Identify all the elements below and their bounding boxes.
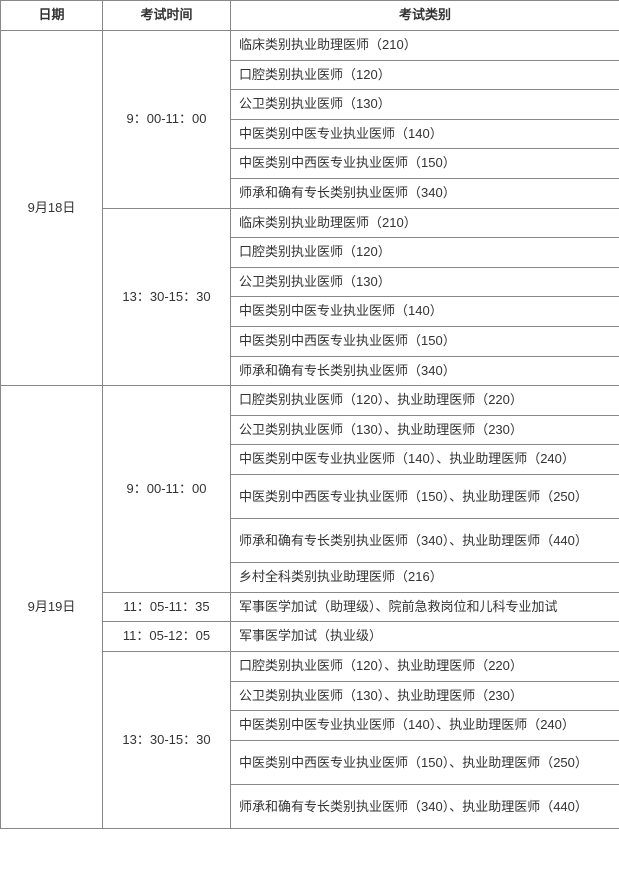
category-cell: 公卫类别执业医师（130）、执业助理医师（230）: [231, 681, 619, 711]
table-header-row: 日期 考试时间 考试类别: [1, 1, 619, 31]
category-cell: 中医类别中医专业执业医师（140）: [231, 119, 619, 149]
category-cell: 中医类别中医专业执业医师（140）、执业助理医师（240）: [231, 445, 619, 475]
table-row: 9月18日 9：00-11：00 临床类别执业助理医师（210）: [1, 31, 619, 61]
category-cell: 中医类别中西医专业执业医师（150）、执业助理医师（250）: [231, 474, 619, 518]
category-cell: 中医类别中西医专业执业医师（150）、执业助理医师（250）: [231, 740, 619, 784]
category-cell: 口腔类别执业医师（120）、执业助理医师（220）: [231, 386, 619, 416]
category-cell: 军事医学加试（助理级）、院前急救岗位和儿科专业加试: [231, 592, 619, 622]
time-cell: 9：00-11：00: [103, 386, 231, 593]
category-cell: 公卫类别执业医师（130）: [231, 267, 619, 297]
category-cell: 口腔类别执业医师（120）、执业助理医师（220）: [231, 652, 619, 682]
category-cell: 军事医学加试（执业级）: [231, 622, 619, 652]
category-cell: 公卫类别执业医师（130）、执业助理医师（230）: [231, 415, 619, 445]
category-cell: 口腔类别执业医师（120）: [231, 60, 619, 90]
category-cell: 师承和确有专长类别执业医师（340）: [231, 178, 619, 208]
date-cell: 9月19日: [1, 386, 103, 829]
category-cell: 公卫类别执业医师（130）: [231, 90, 619, 120]
time-cell: 11：05-11：35: [103, 592, 231, 622]
time-cell: 9：00-11：00: [103, 31, 231, 209]
category-cell: 临床类别执业助理医师（210）: [231, 208, 619, 238]
time-cell: 11：05-12：05: [103, 622, 231, 652]
category-cell: 临床类别执业助理医师（210）: [231, 31, 619, 61]
category-cell: 中医类别中医专业执业医师（140）: [231, 297, 619, 327]
category-cell: 口腔类别执业医师（120）: [231, 238, 619, 268]
time-cell: 13：30-15：30: [103, 208, 231, 386]
date-cell: 9月18日: [1, 31, 103, 386]
header-date: 日期: [1, 1, 103, 31]
header-category: 考试类别: [231, 1, 619, 31]
category-cell: 师承和确有专长类别执业医师（340）、执业助理医师（440）: [231, 785, 619, 829]
header-time: 考试时间: [103, 1, 231, 31]
category-cell: 中医类别中西医专业执业医师（150）: [231, 326, 619, 356]
exam-schedule-table: 日期 考试时间 考试类别 9月18日 9：00-11：00 临床类别执业助理医师…: [0, 0, 619, 829]
category-cell: 中医类别中医专业执业医师（140）、执业助理医师（240）: [231, 711, 619, 741]
category-cell: 中医类别中西医专业执业医师（150）: [231, 149, 619, 179]
category-cell: 师承和确有专长类别执业医师（340）、执业助理医师（440）: [231, 519, 619, 563]
category-cell: 师承和确有专长类别执业医师（340）: [231, 356, 619, 386]
time-cell: 13：30-15：30: [103, 652, 231, 829]
category-cell: 乡村全科类别执业助理医师（216）: [231, 563, 619, 593]
table-row: 9月19日 9：00-11：00 口腔类别执业医师（120）、执业助理医师（22…: [1, 386, 619, 416]
